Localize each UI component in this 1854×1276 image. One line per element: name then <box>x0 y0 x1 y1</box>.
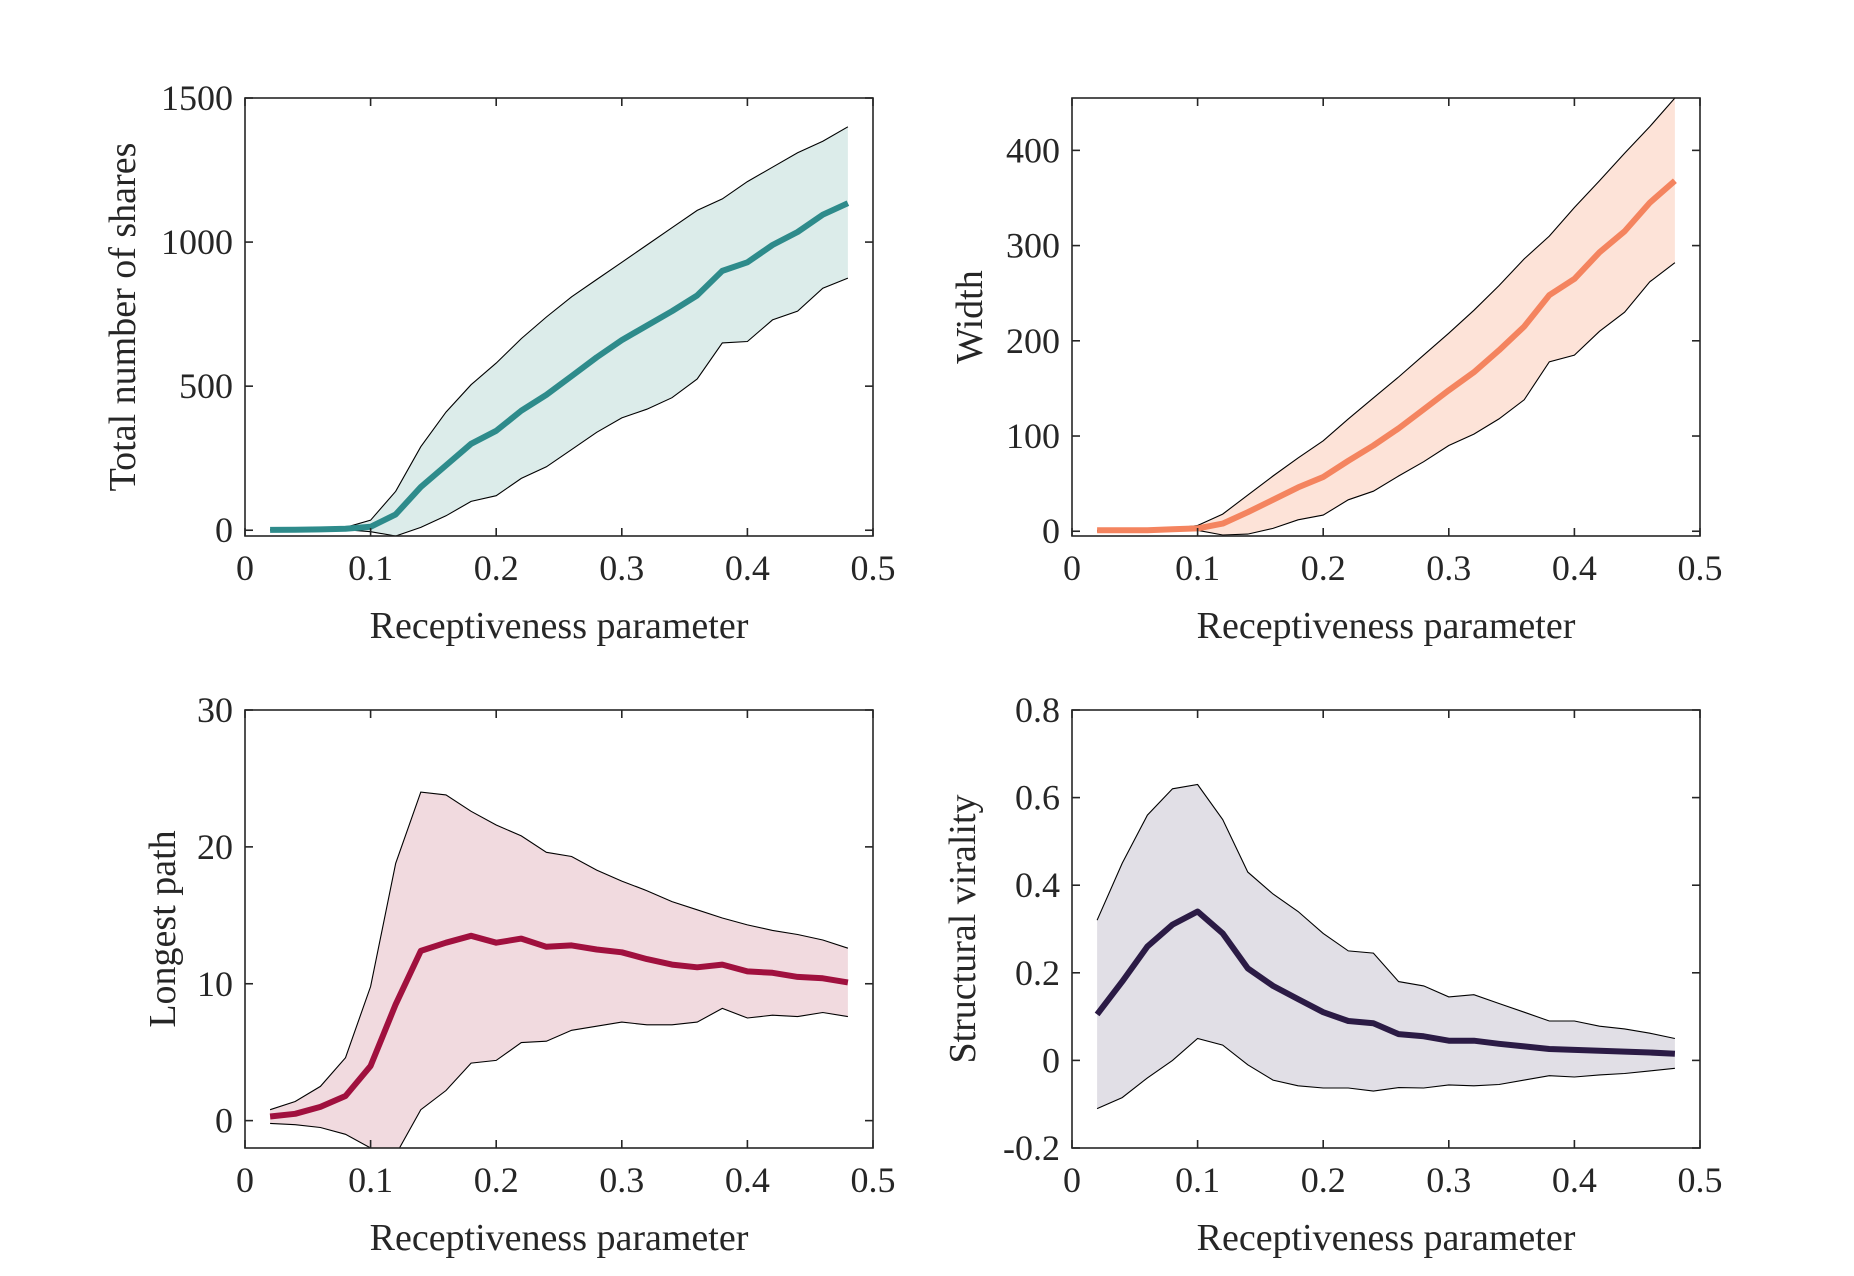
x-tick-label-width-1: 0.1 <box>1175 548 1220 588</box>
x-tick-label-longest-path-1: 0.1 <box>348 1160 393 1200</box>
plot-area-width <box>1097 98 1677 536</box>
x-tick-label-structural-virality-5: 0.5 <box>1678 1160 1723 1200</box>
x-tick-label-width-0: 0 <box>1063 548 1081 588</box>
x-tick-label-longest-path-2: 0.2 <box>474 1160 519 1200</box>
panel-total-shares: Total number of shares Receptiveness par… <box>102 78 896 647</box>
band-upper-edge-structural-virality <box>1096 783 1676 1040</box>
xlabel-width: Receptiveness parameter <box>1197 605 1576 647</box>
axes-box-width <box>1071 97 1701 537</box>
band-lower-edge-longest-path <box>270 1007 848 1148</box>
y-tick-label-longest-path-3: 30 <box>197 690 233 730</box>
plot-area-total-shares <box>270 126 850 536</box>
x-tick-label-width-4: 0.4 <box>1552 548 1597 588</box>
ylabel-structural-virality: Structural virality <box>942 794 984 1063</box>
y-tick-label-structural-virality-4: 0.6 <box>1015 778 1060 818</box>
plot-area-longest-path <box>269 791 849 1148</box>
confidence-band-total-shares <box>270 126 848 536</box>
x-tick-label-longest-path-5: 0.5 <box>851 1160 896 1200</box>
ylabel-width: Width <box>949 270 991 363</box>
y-tick-label-structural-virality-0: -0.2 <box>1003 1128 1060 1168</box>
mean-line-width <box>1097 178 1677 534</box>
band-upper-edge-longest-path <box>269 791 849 1111</box>
x-tick-label-longest-path-0: 0 <box>236 1160 254 1200</box>
x-tick-label-width-3: 0.3 <box>1426 548 1471 588</box>
y-tick-label-width-1: 100 <box>1006 416 1060 456</box>
y-tick-label-total-shares-0: 0 <box>215 510 233 550</box>
x-tick-label-width-2: 0.2 <box>1301 548 1346 588</box>
xlabel-longest-path: Receptiveness parameter <box>370 1217 749 1259</box>
confidence-band-width <box>1097 98 1675 535</box>
x-tick-label-structural-virality-4: 0.4 <box>1552 1160 1597 1200</box>
panel-width: Width Receptiveness parameter 0 0.1 0.2 0.3… <box>949 97 1723 647</box>
band-upper-edge-total-shares <box>270 126 849 531</box>
y-tick-label-total-shares-1: 500 <box>179 366 233 406</box>
panel-longest-path: Longest path Receptiveness parameter 0 0.… <box>142 690 896 1259</box>
y-tick-label-longest-path-2: 20 <box>197 827 233 867</box>
y-tick-label-longest-path-1: 10 <box>197 964 233 1004</box>
mean-line-structural-virality <box>1094 908 1676 1057</box>
x-tick-label-total-shares-5: 0.5 <box>851 548 896 588</box>
mean-line-longest-path <box>269 932 849 1120</box>
y-tick-label-structural-virality-1: 0 <box>1042 1040 1060 1080</box>
y-tick-label-structural-virality-5: 0.8 <box>1015 690 1060 730</box>
band-lower-edge-total-shares <box>270 277 849 536</box>
axes-box-structural-virality <box>1071 709 1701 1149</box>
y-tick-label-total-shares-3: 1500 <box>161 78 233 118</box>
x-tick-label-structural-virality-0: 0 <box>1063 1160 1081 1200</box>
x-tick-label-longest-path-4: 0.4 <box>725 1160 770 1200</box>
y-tick-label-structural-virality-3: 0.4 <box>1015 865 1060 905</box>
x-tick-label-width-5: 0.5 <box>1678 548 1723 588</box>
xlabel-total-shares: Receptiveness parameter <box>370 605 749 647</box>
axes-box-longest-path <box>244 709 874 1149</box>
y-tick-label-longest-path-0: 0 <box>215 1101 233 1141</box>
y-tick-label-width-3: 300 <box>1006 226 1060 266</box>
y-tick-label-width-0: 0 <box>1042 511 1060 551</box>
mean-line-total-shares <box>270 200 850 533</box>
band-lower-edge-structural-virality <box>1096 1037 1675 1110</box>
ylabel-longest-path: Longest path <box>142 830 184 1027</box>
y-tick-label-total-shares-2: 1000 <box>161 222 233 262</box>
x-tick-label-longest-path-3: 0.3 <box>599 1160 644 1200</box>
panel-structural-virality: Structural virality Receptiveness parame… <box>942 690 1723 1259</box>
x-tick-label-total-shares-2: 0.2 <box>474 548 519 588</box>
plot-area-structural-virality <box>1094 783 1676 1110</box>
y-tick-label-width-4: 400 <box>1006 130 1060 170</box>
x-tick-label-total-shares-0: 0 <box>236 548 254 588</box>
x-tick-label-structural-virality-2: 0.2 <box>1301 1160 1346 1200</box>
ylabel-total-shares: Total number of shares <box>102 143 144 492</box>
confidence-band-structural-virality <box>1097 784 1675 1109</box>
x-tick-label-total-shares-3: 0.3 <box>599 548 644 588</box>
x-tick-label-structural-virality-1: 0.1 <box>1175 1160 1220 1200</box>
x-tick-label-total-shares-4: 0.4 <box>725 548 770 588</box>
axes-box-total-shares <box>244 97 874 537</box>
xlabel-structural-virality: Receptiveness parameter <box>1197 1217 1576 1259</box>
x-tick-label-structural-virality-3: 0.3 <box>1426 1160 1471 1200</box>
y-tick-label-structural-virality-2: 0.2 <box>1015 953 1060 993</box>
y-tick-label-width-2: 200 <box>1006 321 1060 361</box>
x-tick-label-total-shares-1: 0.1 <box>348 548 393 588</box>
confidence-band-longest-path <box>270 792 848 1148</box>
